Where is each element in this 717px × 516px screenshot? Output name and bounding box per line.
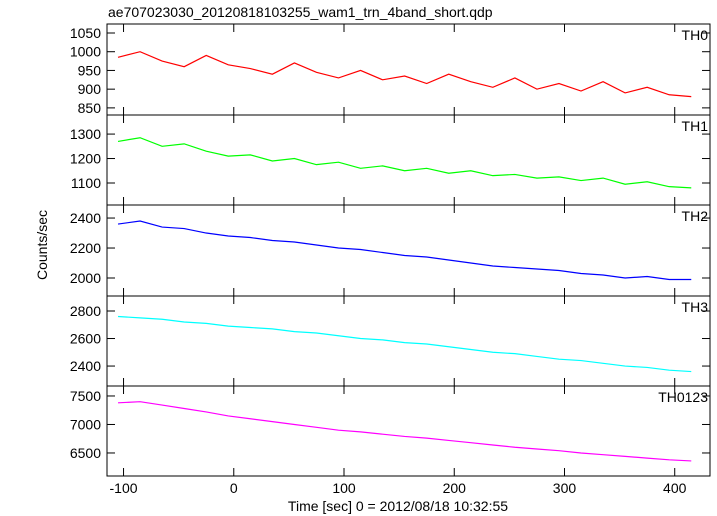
panel-label: TH2	[682, 208, 709, 224]
x-tick-label: 300	[553, 480, 577, 496]
y-tick-label: 2600	[70, 331, 101, 347]
y-tick-label: 7500	[70, 388, 101, 404]
y-tick-label: 2800	[70, 303, 101, 319]
y-axis-label: Counts/sec	[34, 210, 50, 280]
y-tick-label: 1200	[70, 151, 101, 167]
y-tick-label: 2000	[70, 270, 101, 286]
y-tick-label: 2400	[70, 210, 101, 226]
panel-label: TH3	[682, 299, 709, 315]
y-tick-label: 2200	[70, 240, 101, 256]
panel-frame	[106, 23, 711, 116]
light-curve	[117, 220, 692, 281]
light-curve	[117, 137, 692, 189]
panel-label: TH1	[682, 118, 709, 134]
y-tick-label: 6500	[70, 445, 101, 461]
x-tick-label: 100	[332, 480, 356, 496]
panel-frame	[106, 385, 711, 477]
light-curve	[117, 315, 692, 373]
y-tick-label: 900	[78, 81, 102, 97]
y-tick-label: 1050	[70, 25, 101, 41]
panel-label: TH0123	[658, 389, 708, 405]
panel-label: TH0	[682, 27, 709, 43]
y-tick-label: 850	[78, 100, 102, 116]
y-tick-label: 2400	[70, 358, 101, 374]
x-tick-label: -100	[110, 480, 138, 496]
y-tick-label: 7000	[70, 416, 101, 432]
y-tick-label: 1000	[70, 44, 101, 60]
y-tick-label: 1100	[71, 175, 101, 191]
x-axis-label: Time [sec] 0 = 2012/08/18 10:32:55	[288, 498, 508, 514]
x-tick-label: 400	[663, 480, 687, 496]
x-tick-label: 0	[230, 480, 238, 496]
panel-frame	[106, 204, 711, 297]
panel-frame	[106, 114, 711, 206]
chart-title: ae707023030_20120818103255_wam1_trn_4ban…	[108, 4, 493, 20]
x-tick-label: 200	[443, 480, 467, 496]
light-curve	[117, 51, 692, 98]
light-curve	[117, 401, 692, 462]
panel-frame	[106, 295, 711, 387]
y-tick-label: 950	[78, 62, 102, 78]
y-tick-label: 1300	[70, 126, 101, 142]
